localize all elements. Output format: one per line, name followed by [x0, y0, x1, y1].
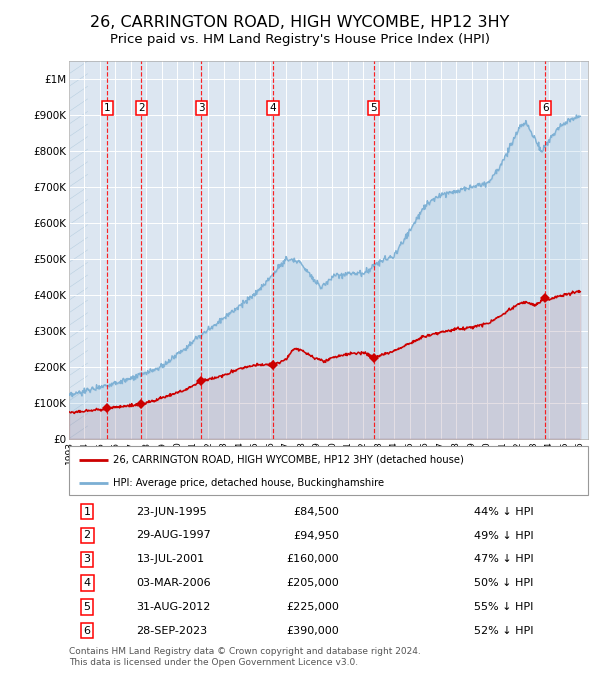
Text: HPI: Average price, detached house, Buckinghamshire: HPI: Average price, detached house, Buck…: [113, 478, 384, 488]
Text: 47% ↓ HPI: 47% ↓ HPI: [474, 554, 533, 564]
Text: £205,000: £205,000: [286, 578, 339, 588]
Text: 2: 2: [83, 530, 91, 541]
Text: 4: 4: [270, 103, 277, 113]
Text: £84,500: £84,500: [293, 507, 339, 517]
FancyBboxPatch shape: [69, 446, 588, 495]
Text: £94,950: £94,950: [293, 530, 339, 541]
Text: 1: 1: [104, 103, 111, 113]
Text: 28-SEP-2023: 28-SEP-2023: [136, 626, 208, 636]
Text: 31-AUG-2012: 31-AUG-2012: [136, 602, 211, 612]
Text: 03-MAR-2006: 03-MAR-2006: [136, 578, 211, 588]
Text: 23-JUN-1995: 23-JUN-1995: [136, 507, 207, 517]
Text: 44% ↓ HPI: 44% ↓ HPI: [474, 507, 533, 517]
Text: Price paid vs. HM Land Registry's House Price Index (HPI): Price paid vs. HM Land Registry's House …: [110, 33, 490, 46]
Text: 5: 5: [83, 602, 91, 612]
Text: 50% ↓ HPI: 50% ↓ HPI: [474, 578, 533, 588]
Text: 49% ↓ HPI: 49% ↓ HPI: [474, 530, 533, 541]
Text: 1: 1: [83, 507, 91, 517]
Text: 52% ↓ HPI: 52% ↓ HPI: [474, 626, 533, 636]
Text: £390,000: £390,000: [286, 626, 339, 636]
Text: Contains HM Land Registry data © Crown copyright and database right 2024.
This d: Contains HM Land Registry data © Crown c…: [69, 647, 421, 667]
Text: 3: 3: [198, 103, 205, 113]
Text: 13-JUL-2001: 13-JUL-2001: [136, 554, 205, 564]
Text: 2: 2: [138, 103, 145, 113]
Text: 6: 6: [83, 626, 91, 636]
Text: 29-AUG-1997: 29-AUG-1997: [136, 530, 211, 541]
Text: £160,000: £160,000: [286, 554, 339, 564]
Text: 6: 6: [542, 103, 548, 113]
Text: 5: 5: [370, 103, 377, 113]
Text: 55% ↓ HPI: 55% ↓ HPI: [474, 602, 533, 612]
Text: 26, CARRINGTON ROAD, HIGH WYCOMBE, HP12 3HY (detached house): 26, CARRINGTON ROAD, HIGH WYCOMBE, HP12 …: [113, 455, 464, 465]
Text: 26, CARRINGTON ROAD, HIGH WYCOMBE, HP12 3HY: 26, CARRINGTON ROAD, HIGH WYCOMBE, HP12 …: [91, 15, 509, 30]
Text: 4: 4: [83, 578, 91, 588]
Text: £225,000: £225,000: [286, 602, 339, 612]
Text: 3: 3: [83, 554, 91, 564]
